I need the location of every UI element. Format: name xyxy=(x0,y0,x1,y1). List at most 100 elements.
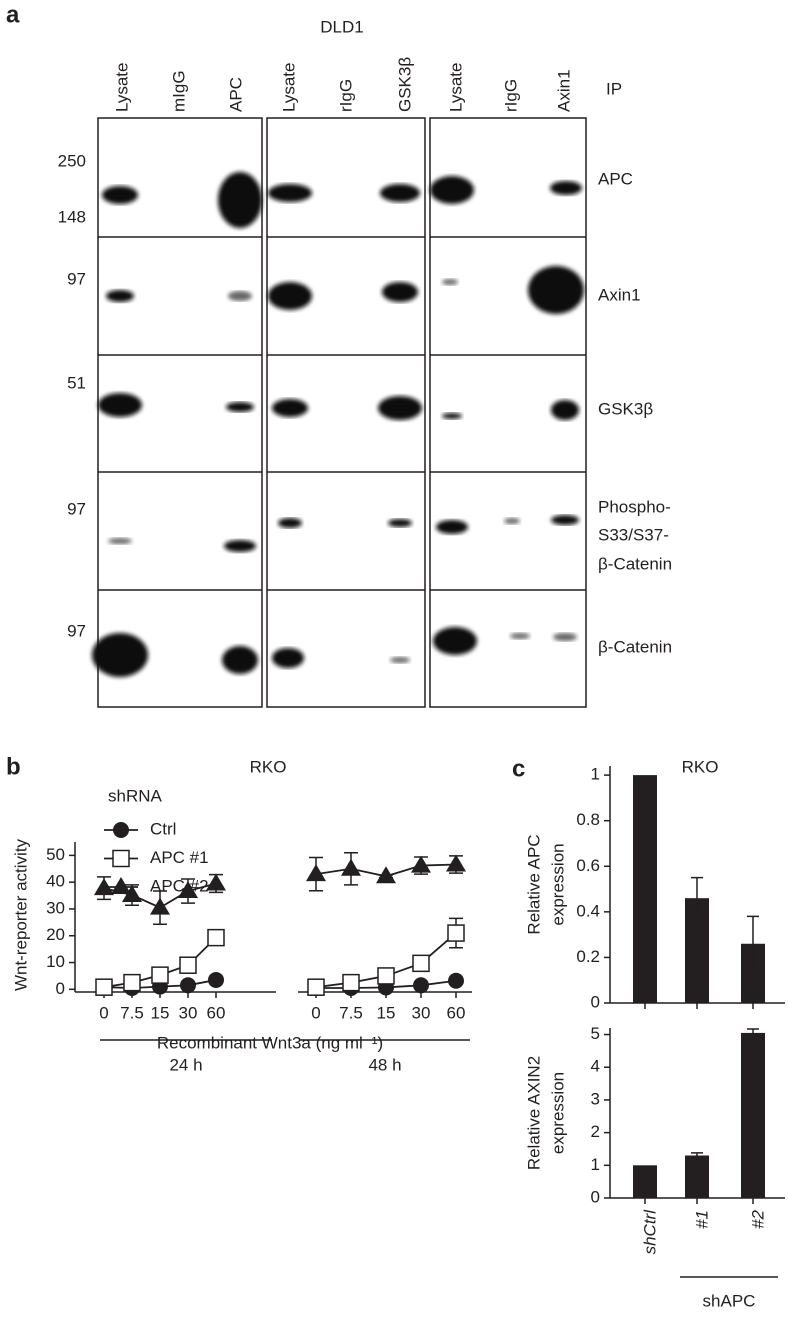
band xyxy=(442,279,458,285)
y-tick-label: 0.2 xyxy=(576,947,600,966)
blot-label: GSK3β xyxy=(598,399,653,418)
y-tick-label: 0 xyxy=(591,992,600,1011)
marker xyxy=(411,855,431,873)
marker xyxy=(179,956,197,974)
legend-label: APC #2 xyxy=(150,876,209,895)
mw-marker: 250 xyxy=(58,151,86,170)
band xyxy=(551,400,579,420)
y-tick-label: 4 xyxy=(591,1057,600,1076)
y-tick-label: 5 xyxy=(591,1024,600,1043)
y-tick-label: 0 xyxy=(56,979,65,998)
bands xyxy=(92,172,584,677)
bar xyxy=(685,1155,709,1198)
y-tick-label: 0 xyxy=(591,1187,600,1206)
mw-marker: 148 xyxy=(58,207,86,226)
marker xyxy=(412,954,430,973)
marker xyxy=(207,928,225,947)
band xyxy=(528,266,584,314)
lane-label: Axin1 xyxy=(554,69,573,112)
blot-frame xyxy=(429,117,587,708)
band xyxy=(106,290,134,302)
x-tick-label: 30 xyxy=(179,1003,198,1022)
band xyxy=(433,627,477,655)
marker xyxy=(178,881,198,899)
marker xyxy=(446,854,466,872)
marker xyxy=(413,977,429,994)
lane-label: mIgG xyxy=(169,70,188,112)
group-label: 24 h xyxy=(169,1055,202,1074)
x-tick-label: #2 xyxy=(748,1209,767,1228)
lane-label: rIgG xyxy=(336,79,355,112)
y-tick-label: 0.4 xyxy=(576,901,600,920)
panel-label: c xyxy=(512,755,525,782)
panel-label: a xyxy=(6,1,20,28)
lane-label: Lysate xyxy=(446,63,465,112)
mw-marker: 51 xyxy=(67,373,86,392)
group-label: 48 h xyxy=(368,1055,401,1074)
y-axis-label: expression xyxy=(548,843,567,925)
marker xyxy=(122,885,142,903)
lane-label: rIgG xyxy=(501,79,520,112)
marker xyxy=(151,966,169,984)
band xyxy=(272,399,308,417)
mw-markers: 250 148 97 51 97 97 xyxy=(58,151,86,640)
bar xyxy=(633,775,657,1003)
y-axis-label: Wnt-reporter activity xyxy=(11,838,30,991)
x-axis-label: Recombinant Wnt3a (ng ml⁻¹) xyxy=(157,1033,383,1052)
y-tick-label: 50 xyxy=(46,845,65,864)
marker xyxy=(376,866,396,884)
blot-label: S33/S37- xyxy=(598,525,669,544)
band xyxy=(272,648,304,668)
marker xyxy=(342,973,360,992)
y-tick-label: 0.6 xyxy=(576,856,600,875)
y-axis-label: expression xyxy=(548,1072,567,1154)
lane-label: GSK3β xyxy=(395,57,414,112)
x-tick-label: 0 xyxy=(311,1003,320,1022)
y-tick-label: 40 xyxy=(46,872,65,891)
panel-a: a DLD1 Lysate mIgG APC Lysate rIgG GSK3β… xyxy=(6,1,672,708)
mw-marker: 97 xyxy=(67,621,86,640)
x-tick-label: 60 xyxy=(207,1003,226,1022)
legend-label: Ctrl xyxy=(150,819,176,838)
band xyxy=(380,184,420,202)
y-tick-label: 1 xyxy=(591,1155,600,1174)
bar xyxy=(741,1032,765,1198)
marker xyxy=(206,873,226,891)
y-tick-label: 1 xyxy=(591,765,600,784)
lane-label: Lysate xyxy=(112,63,131,112)
legend-marker xyxy=(111,877,131,894)
chart-title: RKO xyxy=(250,757,287,776)
band xyxy=(98,393,142,417)
lane-labels: Lysate mIgG APC Lysate rIgG GSK3β Lysate… xyxy=(112,57,573,112)
marker xyxy=(447,924,465,942)
mw-marker: 97 xyxy=(67,269,86,288)
marker xyxy=(150,897,170,915)
chart-title: RKO xyxy=(682,757,719,776)
y-tick-label: 20 xyxy=(46,925,65,944)
x-tick-label: 60 xyxy=(447,1003,466,1022)
blot-label: APC xyxy=(598,169,633,188)
lane-label: Lysate xyxy=(279,63,298,112)
blot-label: Axin1 xyxy=(598,285,641,304)
band xyxy=(218,172,262,228)
x-tick-label: 30 xyxy=(412,1003,431,1022)
error-bar xyxy=(747,1028,759,1038)
marker xyxy=(180,977,196,994)
band xyxy=(378,396,422,420)
band xyxy=(436,520,468,534)
band xyxy=(510,633,530,639)
marker xyxy=(208,971,224,988)
marker xyxy=(377,967,395,985)
x-tick-label: 0 xyxy=(99,1003,108,1022)
y-tick-label: 10 xyxy=(46,952,65,971)
blot-label: β-Catenin xyxy=(598,554,672,573)
x-tick-label: 7.5 xyxy=(120,1003,144,1022)
band xyxy=(553,633,577,641)
band xyxy=(430,176,474,204)
band xyxy=(268,282,312,310)
band xyxy=(222,646,258,674)
band xyxy=(226,402,254,412)
cell-line: DLD1 xyxy=(320,17,363,36)
error-bar xyxy=(691,876,703,920)
y-axis-label: Relative APC xyxy=(524,834,543,934)
